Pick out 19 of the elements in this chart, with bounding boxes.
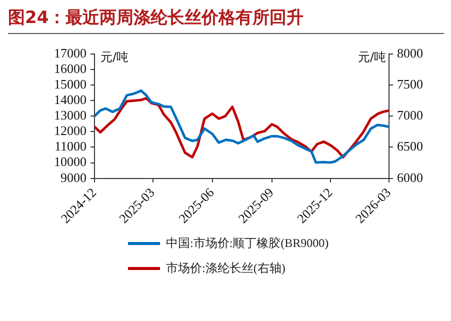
y-tick-label: 11000 bbox=[54, 138, 86, 154]
chart-title: 图24：最近两周涤纶长丝价格有所回升 bbox=[8, 6, 444, 34]
y-tick-label: 12000 bbox=[54, 123, 86, 138]
y2-tick-label: 7500 bbox=[397, 76, 423, 92]
y-tick-label: 16000 bbox=[54, 60, 86, 76]
y-axis-title: 元/吨 bbox=[100, 50, 129, 64]
y-tick-label: 9000 bbox=[60, 170, 86, 185]
y2-tick-label: 7000 bbox=[397, 108, 423, 123]
y2-tick-label: 6500 bbox=[397, 138, 423, 154]
y2-axis-title: 元/吨 bbox=[358, 50, 386, 64]
y-tick-label: 14000 bbox=[54, 92, 86, 108]
legend-label: 中国:市场价:顺丁橡胶(BR9000) bbox=[166, 235, 329, 252]
legend-label: 市场价:涤纶长丝(右轴) bbox=[166, 260, 286, 277]
y-tick-label: 17000 bbox=[54, 45, 86, 60]
y2-tick-label: 6000 bbox=[397, 170, 423, 185]
y2-tick-label: 8000 bbox=[397, 45, 423, 60]
y-tick-label: 15000 bbox=[54, 76, 86, 92]
y-tick-label: 10000 bbox=[54, 154, 86, 170]
y-tick-label: 13000 bbox=[54, 108, 86, 123]
